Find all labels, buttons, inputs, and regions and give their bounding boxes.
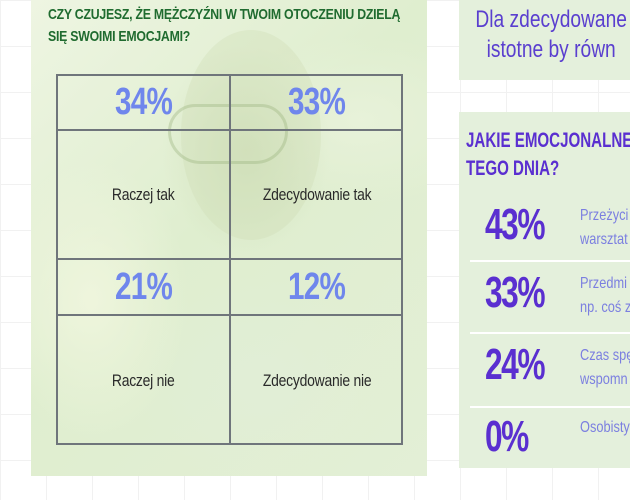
label-raczej-nie: Raczej nie	[112, 370, 175, 390]
stat-row: 33% Przedmi np. coś z	[459, 260, 630, 332]
label-zdecydowanie-nie: Zdecydowanie nie	[262, 370, 372, 390]
grid-cell-label: Raczej tak	[58, 131, 231, 260]
stat-desc-line: Przeżyci	[580, 207, 629, 224]
grid-cell-percent: 12%	[231, 260, 403, 316]
divider	[470, 260, 630, 262]
stat-desc-line: Przedmi	[580, 275, 627, 292]
emotional-stats-panel: JAKIE EMOCJONALNE TEGO DNIA? 43% Przeżyc…	[459, 112, 630, 468]
label-raczej-tak: Raczej tak	[112, 184, 175, 204]
stat-desc-line: warsztat	[580, 231, 628, 248]
stats-title: JAKIE EMOCJONALNE TEGO DNIA?	[466, 127, 630, 183]
label-zdecydowanie-tak: Zdecydowanie tak	[262, 184, 372, 204]
stat-desc-line: Osobisty	[580, 419, 630, 436]
stat-percent: 0%	[485, 412, 529, 461]
stat-percent: 33%	[485, 268, 546, 317]
percent-zdecydowanie-nie: 12%	[288, 265, 347, 308]
results-grid: 34% 33% Raczej tak Zdecydowanie tak 21% …	[56, 74, 403, 445]
background-photo	[181, 30, 321, 240]
percent-raczej-nie: 21%	[115, 265, 173, 308]
grid-cell-percent: 21%	[58, 260, 231, 316]
background-photo-glasses	[168, 104, 288, 164]
grid-cell-percent: 33%	[231, 76, 403, 131]
stat-row: 24% Czas spę wspomn	[459, 332, 630, 404]
grid-cell-label: Raczej nie	[58, 316, 231, 445]
percent-zdecydowanie-tak: 33%	[288, 81, 347, 123]
divider	[470, 332, 630, 334]
stat-description: Osobisty	[580, 416, 630, 440]
grid-cell-label: Zdecydowanie tak	[231, 131, 403, 260]
card-title: CZY CZUJESZ, ŻE MĘŻCZYŹNI W TWOIM OTOCZE…	[48, 4, 417, 48]
divider	[470, 406, 630, 408]
stat-desc-line: np. coś z	[580, 299, 630, 316]
stat-description: Przedmi np. coś z	[580, 272, 630, 320]
quote-line-2: istotne by równ	[486, 36, 616, 63]
card-title-line-1: CZY CZUJESZ, ŻE MĘŻCZYŹNI W TWOIM OTOCZE…	[48, 6, 401, 23]
stat-desc-line: Czas spę	[580, 347, 630, 364]
survey-card: CZY CZUJESZ, ŻE MĘŻCZYŹNI W TWOIM OTOCZE…	[31, 0, 427, 476]
stats-title-line-1: JAKIE EMOCJONALNE	[466, 129, 630, 152]
percent-raczej-tak: 34%	[115, 81, 173, 123]
grid-cell-percent: 34%	[58, 76, 231, 131]
stats-title-line-2: TEGO DNIA?	[466, 157, 560, 180]
stat-row: 43% Przeżyci warsztat	[459, 196, 630, 268]
stat-desc-line: wspomn	[580, 371, 628, 388]
stat-percent: 43%	[485, 200, 546, 249]
stat-row: 0% Osobisty	[459, 406, 630, 468]
card-title-line-2: SIĘ SWOIMI EMOCJAMI?	[48, 28, 191, 45]
quote-line-1: Dla zdecydowane	[475, 6, 627, 33]
stat-description: Czas spę wspomn	[580, 344, 630, 392]
stat-description: Przeżyci warsztat	[580, 204, 628, 252]
grid-cell-label: Zdecydowanie nie	[231, 316, 403, 445]
quote-panel: Dla zdecydowane istotne by równ	[459, 0, 630, 80]
stat-percent: 24%	[485, 340, 546, 389]
